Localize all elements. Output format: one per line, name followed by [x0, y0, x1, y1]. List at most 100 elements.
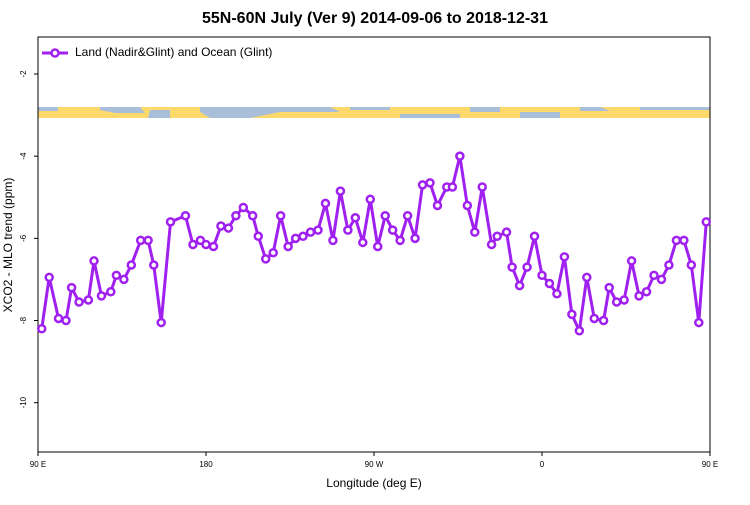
data-point [313, 225, 323, 235]
data-point [268, 247, 278, 258]
data-point [626, 256, 637, 266]
data-point [216, 221, 226, 231]
data-point [686, 260, 697, 270]
data-point [335, 186, 346, 196]
data-point [156, 317, 166, 328]
data-point [165, 217, 176, 227]
data-point [328, 235, 338, 246]
data-point [188, 239, 198, 250]
data-point [96, 291, 107, 301]
data-point [649, 270, 659, 281]
data-point [119, 274, 129, 285]
data-point [701, 217, 712, 227]
land-band [38, 107, 710, 118]
data-point [611, 297, 622, 307]
data-point [671, 235, 682, 246]
x-tick-label: 90 E [702, 460, 718, 469]
data-point [89, 256, 99, 266]
data-point [507, 262, 517, 272]
data-point [604, 282, 614, 293]
data-point [290, 233, 301, 244]
data-point [455, 151, 465, 161]
data-point [589, 313, 600, 324]
data-point [126, 260, 137, 270]
data-point [447, 182, 458, 192]
data-point [664, 260, 674, 270]
legend-marker [50, 48, 60, 58]
y-tick-label: -10 [19, 396, 28, 408]
data-point [486, 239, 497, 250]
data-point [208, 241, 219, 252]
data-point [395, 235, 405, 246]
data-point [694, 317, 704, 328]
data-point [598, 315, 609, 326]
x-tick-label: 90 W [365, 460, 384, 469]
data-point [387, 225, 398, 235]
data-point [410, 233, 420, 244]
data-point [180, 210, 191, 221]
data-point [106, 287, 116, 297]
data-point [567, 309, 577, 320]
data-point [432, 200, 443, 211]
data-point [231, 210, 241, 221]
x-axis-label: Longitude (deg E) [326, 476, 421, 490]
chart-title: 55N-60N July (Ver 9) 2014-09-06 to 2018-… [202, 10, 548, 27]
data-point [619, 295, 629, 305]
y-tick-label: -8 [19, 316, 28, 324]
data-point [298, 231, 308, 242]
y-axis-label: XCO2 - MLO trend (ppm) [1, 178, 15, 313]
data-point [402, 210, 413, 221]
data-point [111, 270, 122, 281]
data-point [679, 235, 689, 246]
y-tick-label: -6 [19, 234, 28, 242]
data-point [470, 227, 480, 237]
data-point [61, 315, 71, 326]
legend: Land (Nadir&Glint) and Ocean (Glint) [42, 45, 272, 59]
data-point [320, 198, 331, 209]
data-point [135, 235, 146, 246]
data-point [552, 289, 562, 299]
data-point [36, 323, 47, 334]
data-point [66, 282, 77, 293]
data-point [656, 274, 667, 285]
x-tick-label: 180 [199, 460, 213, 469]
data-point [358, 237, 368, 248]
data-point [201, 239, 211, 250]
data-point [44, 272, 54, 283]
y-tick-label: -2 [19, 70, 28, 78]
data-point [380, 210, 390, 221]
data-point [343, 225, 353, 235]
data-point [501, 227, 512, 237]
data-point [522, 262, 532, 272]
data-point [559, 252, 570, 262]
data-point [529, 231, 540, 242]
data-point [492, 231, 502, 242]
data-point [74, 297, 84, 307]
data-point [477, 182, 488, 192]
data-point [223, 223, 234, 233]
data-point [544, 278, 555, 289]
data-point [425, 178, 435, 188]
data-point [283, 241, 293, 252]
data-point [372, 241, 383, 252]
data-point [247, 210, 258, 221]
data-point [143, 235, 153, 246]
data-point [83, 295, 94, 305]
data-point [365, 194, 376, 205]
data-point [53, 313, 64, 324]
data-point [634, 291, 644, 301]
ocean [38, 107, 710, 118]
map-strip [38, 107, 710, 118]
data-point [514, 280, 525, 291]
y-tick-label: -4 [19, 152, 28, 160]
data-point [148, 260, 159, 270]
data-point [253, 231, 264, 242]
data-point [574, 326, 585, 336]
data-point [260, 254, 271, 264]
data-point [462, 200, 473, 211]
legend-label: Land (Nadir&Glint) and Ocean (Glint) [75, 45, 272, 59]
data-point [275, 210, 286, 221]
data-point [238, 202, 249, 213]
data-point [582, 272, 592, 283]
